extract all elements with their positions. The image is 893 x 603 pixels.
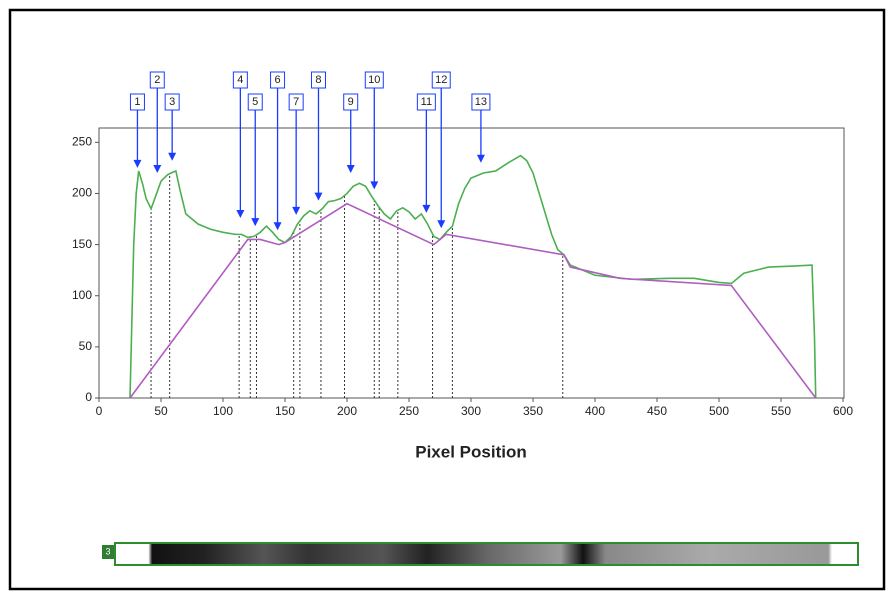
x-tick-label: 100	[213, 404, 233, 418]
annotation-label: 10	[368, 74, 380, 86]
annotation-arrowhead	[314, 193, 322, 201]
x-tick-label: 50	[154, 404, 168, 418]
y-tick-label: 100	[72, 288, 92, 302]
annotation-arrowhead	[168, 153, 176, 161]
annotation-label: 3	[169, 96, 175, 108]
x-tick-label: 300	[461, 404, 481, 418]
annotation-arrowhead	[153, 165, 161, 173]
x-tick-label: 150	[275, 404, 295, 418]
annotation-arrowhead	[236, 210, 244, 218]
series-line	[130, 156, 816, 398]
x-tick-label: 550	[771, 404, 791, 418]
annotation-label: 6	[274, 74, 280, 86]
y-tick-label: 0	[85, 390, 92, 404]
annotation-label: 2	[154, 74, 160, 86]
annotation-label: 8	[315, 74, 321, 86]
annotation-arrowhead	[477, 155, 485, 163]
annotation-label: 4	[237, 74, 243, 86]
plot-area	[99, 128, 844, 398]
x-tick-label: 600	[833, 404, 853, 418]
y-tick-label: 200	[72, 186, 92, 200]
x-tick-label: 450	[647, 404, 667, 418]
annotation-arrowhead	[292, 207, 300, 215]
series-line	[130, 204, 816, 398]
x-tick-label: 200	[337, 404, 357, 418]
y-tick-label: 150	[72, 237, 92, 251]
annotation-label: 11	[421, 96, 432, 108]
y-tick-label: 50	[79, 339, 93, 353]
annotation-arrowhead	[422, 205, 430, 213]
annotation-arrowhead	[370, 181, 378, 189]
gel-lane	[115, 543, 858, 565]
x-axis-label: Pixel Position	[415, 442, 526, 461]
page: {"chart_data": {"type": "line", "xlabel"…	[0, 0, 893, 598]
annotation-arrowhead	[133, 160, 141, 168]
annotation-label: 9	[348, 96, 354, 108]
annotation-arrowhead	[437, 220, 445, 228]
annotation-label: 7	[293, 96, 299, 108]
x-tick-label: 500	[709, 404, 729, 418]
annotation-label: 13	[475, 96, 487, 108]
x-tick-label: 0	[96, 404, 103, 418]
x-tick-label: 250	[399, 404, 419, 418]
x-tick-label: 400	[585, 404, 605, 418]
chart: Pixel Position 3 05010015020025030035040…	[0, 0, 893, 598]
annotation-label: 12	[435, 74, 447, 86]
annotation-label: 5	[252, 96, 258, 108]
lane-label: 3	[105, 546, 110, 556]
annotation-arrowhead	[251, 218, 259, 226]
annotation-arrowhead	[347, 165, 355, 173]
y-tick-label: 250	[72, 134, 92, 148]
annotation-arrowhead	[274, 222, 282, 230]
annotation-label: 1	[134, 96, 140, 108]
x-tick-label: 350	[523, 404, 543, 418]
